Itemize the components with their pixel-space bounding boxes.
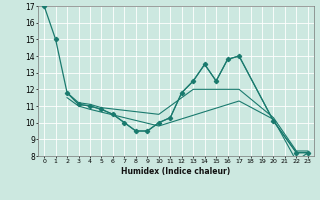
X-axis label: Humidex (Indice chaleur): Humidex (Indice chaleur)	[121, 167, 231, 176]
